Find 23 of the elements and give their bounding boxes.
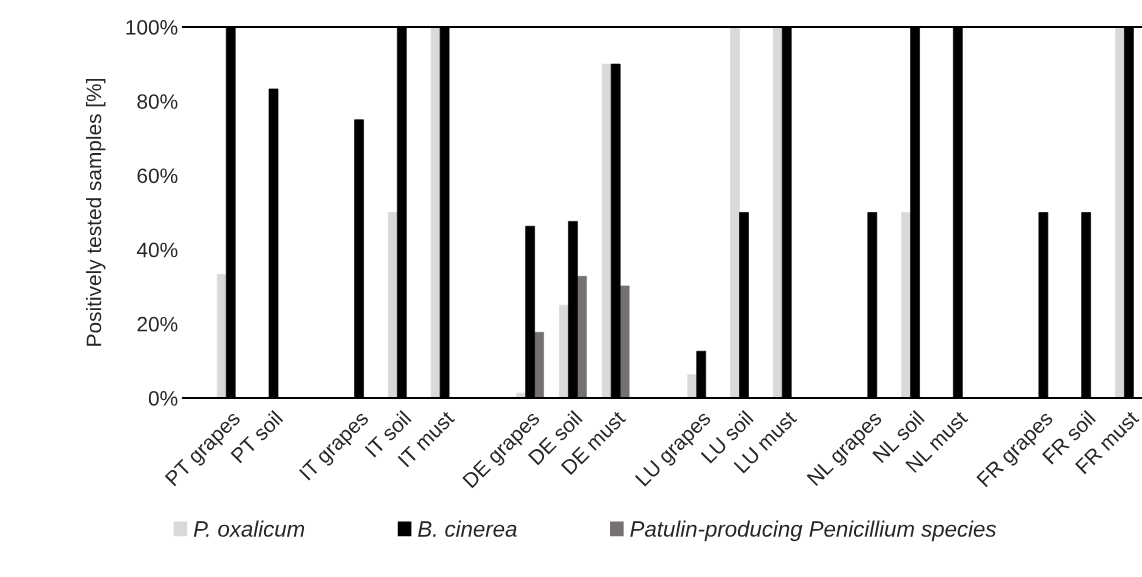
y-tick-label: 20% [137, 316, 178, 332]
legend-label: B. cinerea [418, 520, 517, 537]
bar [1115, 27, 1125, 398]
bar [601, 63, 612, 398]
bar [216, 274, 227, 398]
y-axis-title: Positively tested samples [%] [85, 79, 106, 346]
bar [772, 27, 783, 398]
bar [577, 275, 587, 398]
bar [559, 304, 569, 398]
y-tick-label: 0% [148, 391, 178, 406]
bar [687, 374, 698, 398]
bar [901, 212, 911, 398]
y-tick-label: 100% [126, 20, 178, 35]
legend-label: P. oxalicum [193, 520, 305, 537]
bar [388, 212, 398, 398]
y-tick-label: 40% [136, 242, 178, 258]
bar [619, 285, 630, 398]
bar [534, 331, 544, 398]
legend-label: Patulin-producing Penicillium species [630, 520, 997, 542]
bar [730, 27, 740, 398]
bar [430, 27, 441, 398]
y-tick-label: 80% [137, 94, 178, 109]
y-tick-label: 60% [137, 168, 178, 184]
